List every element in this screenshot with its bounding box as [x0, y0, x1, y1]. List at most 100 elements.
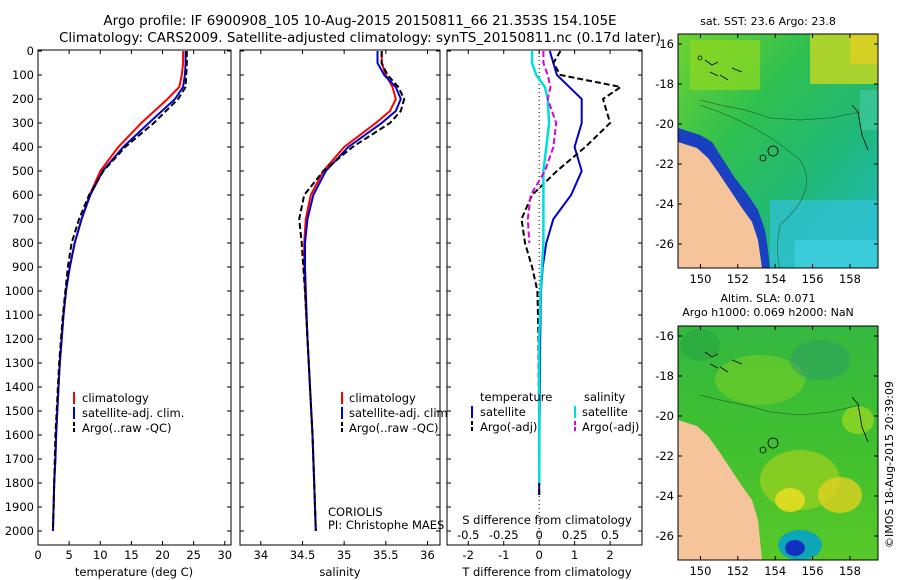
argo-line: [298, 51, 406, 532]
y-tick-label: 1200: [5, 332, 34, 346]
map-x-tick-label: 156: [802, 564, 824, 578]
x-tick-label: 1: [571, 548, 578, 562]
y-tick-label: 800: [12, 236, 34, 250]
x-tick-label: 30: [217, 548, 232, 562]
difference-panel: -2 -1 0 1 2 S difference from climatology -0…: [446, 49, 643, 579]
y-tick-label: 200: [12, 92, 34, 106]
temperature-lines: [51, 51, 188, 532]
imos-timestamp: ©IMOS 18-Aug-2015 20:39:09: [883, 381, 896, 548]
map-y-tick-label: -24: [655, 489, 674, 503]
sst-map-panel: sat. SST: 23.6 Argo: 23.8 150 152 154 156 15…: [655, 15, 879, 286]
x-tick-label: 35.5: [373, 548, 399, 562]
x-tick-label: 2: [606, 548, 613, 562]
y-tick-label: 1100: [5, 308, 34, 322]
map-x-tick-label: 152: [727, 564, 749, 578]
x-tick-label: 20: [155, 548, 170, 562]
legend-t-satellite: satellite: [480, 405, 526, 419]
x-tick-label: 35: [337, 548, 352, 562]
legend-satellite: satellite-adj. clim.: [349, 406, 451, 420]
s-difference-tick-labels: -0.5 -0.25 0 0.25 0.5: [457, 528, 619, 542]
salinity-axes-frame: [239, 49, 441, 546]
figure-title-line-1: Argo profile: IF 6900908_105 10-Aug-2015…: [103, 13, 617, 29]
map-y-tick-label: -18: [655, 369, 674, 383]
y-tick-label: 0: [27, 44, 34, 58]
x-tick-label: 15: [124, 548, 139, 562]
x-tick-label: 0: [536, 548, 543, 562]
sst-map-field: [678, 34, 878, 268]
y-tick-label: 900: [12, 260, 34, 274]
s-tick-label: 0.25: [562, 528, 588, 542]
y-tick-label: 1500: [5, 404, 34, 418]
legend-argo: Argo(..raw -QC): [349, 421, 439, 435]
sla-map-subtitle: Argo h1000: 0.069 h2000: NaN: [682, 306, 854, 319]
s-difference-label: S difference from climatology: [462, 513, 632, 527]
map-x-tick-label: 158: [839, 564, 861, 578]
legend-temperature-heading: temperature: [480, 390, 552, 404]
difference-lines: [520, 50, 624, 495]
x-tick-label: 34.5: [290, 548, 316, 562]
sla-map-ticks: 150 152 154 156 158 -16 -18 -20 -22 -24 -26: [655, 326, 878, 578]
y-tick-label: 400: [12, 140, 34, 154]
map-x-tick-label: 152: [727, 272, 749, 286]
salinity-x-label: salinity: [319, 565, 360, 579]
legend-t-argo: Argo(-adj): [480, 420, 537, 434]
y-tick-label: 100: [12, 68, 34, 82]
figure-title-line-2: Climatology: CARS2009. Satellite-adjuste…: [58, 30, 662, 46]
legend-satellite: satellite-adj. clim.: [82, 406, 184, 420]
y-tick-label: 1400: [5, 380, 34, 394]
map-x-tick-label: 150: [689, 272, 711, 286]
temperature-x-label: temperature (deg C): [75, 565, 193, 579]
map-y-tick-label: -16: [655, 37, 674, 51]
sst-map-ticks: 150 152 154 156 158 -16 -18 -20 -22 -24 -26: [655, 34, 878, 286]
s-satellite-line: [530, 51, 551, 483]
legend-s-argo: Argo(-adj): [582, 420, 639, 434]
s-argo-line: [526, 51, 558, 244]
salinity-lines: [298, 51, 406, 532]
x-tick-label: -2: [463, 548, 474, 562]
x-tick-label: 10: [93, 548, 108, 562]
map-x-tick-label: 154: [764, 564, 786, 578]
y-tick-label: 300: [12, 116, 34, 130]
map-y-tick-label: -20: [655, 117, 674, 131]
depth-axis-ticks: 0 100 200 300 400 500 600 700 800 900 1000 1100 1200…: [5, 44, 231, 538]
s-tick-label: 0.5: [601, 528, 619, 542]
sst-map-frame: [677, 33, 879, 269]
y-tick-label: 600: [12, 188, 34, 202]
map-y-tick-label: -26: [655, 237, 674, 251]
s-tick-label: -0.25: [489, 528, 519, 542]
difference-axes-frame: [446, 49, 643, 546]
temperature-legend: climatology satellite-adj. clim. Argo(..…: [73, 391, 184, 435]
y-tick-label: 1600: [5, 428, 34, 442]
map-y-tick-label: -20: [655, 409, 674, 423]
y-tick-label: 700: [12, 212, 34, 226]
salinity-y-ticks: [240, 50, 440, 532]
s-tick-label: 0: [536, 528, 543, 542]
map-y-tick-label: -16: [655, 329, 674, 343]
t-difference-label: T difference from climatology: [461, 565, 632, 579]
temperature-axes-frame: [37, 49, 232, 546]
temperature-panel: 0100200300400500600700800900100011001200…: [5, 44, 232, 579]
legend-argo: Argo(..raw -QC): [82, 421, 172, 435]
difference-y-ticks: [447, 50, 642, 532]
y-tick-label: 1800: [5, 476, 34, 490]
legend-climatology: climatology: [82, 391, 149, 405]
y-tick-label: 1900: [5, 500, 34, 514]
x-tick-label: 5: [65, 548, 72, 562]
map-y-tick-label: -22: [655, 157, 674, 171]
legend-s-satellite: satellite: [582, 405, 628, 419]
australia-coast-land: [678, 142, 762, 268]
pi-label: PI: Christophe MAES: [328, 518, 444, 532]
x-tick-label: -1: [498, 548, 509, 562]
sla-map-panel: Altim. SLA: 0.071 Argo h1000: 0.069 h200…: [655, 292, 879, 578]
salinity-x-ticks: 34 34.5 35 35.5 36: [254, 50, 435, 562]
map-x-tick-label: 158: [839, 272, 861, 286]
y-tick-label: 1700: [5, 452, 34, 466]
y-tick-label: 500: [12, 164, 34, 178]
map-y-tick-label: -26: [655, 529, 674, 543]
x-tick-label: 25: [186, 548, 201, 562]
coriolis-label: CORIOLIS: [328, 505, 383, 519]
difference-legend: temperature salinity satellite Argo(-adj…: [471, 390, 639, 434]
legend-climatology: climatology: [349, 391, 416, 405]
salinity-panel: 34 34.5 35 35.5 36 salinity climatology sate…: [239, 49, 451, 579]
